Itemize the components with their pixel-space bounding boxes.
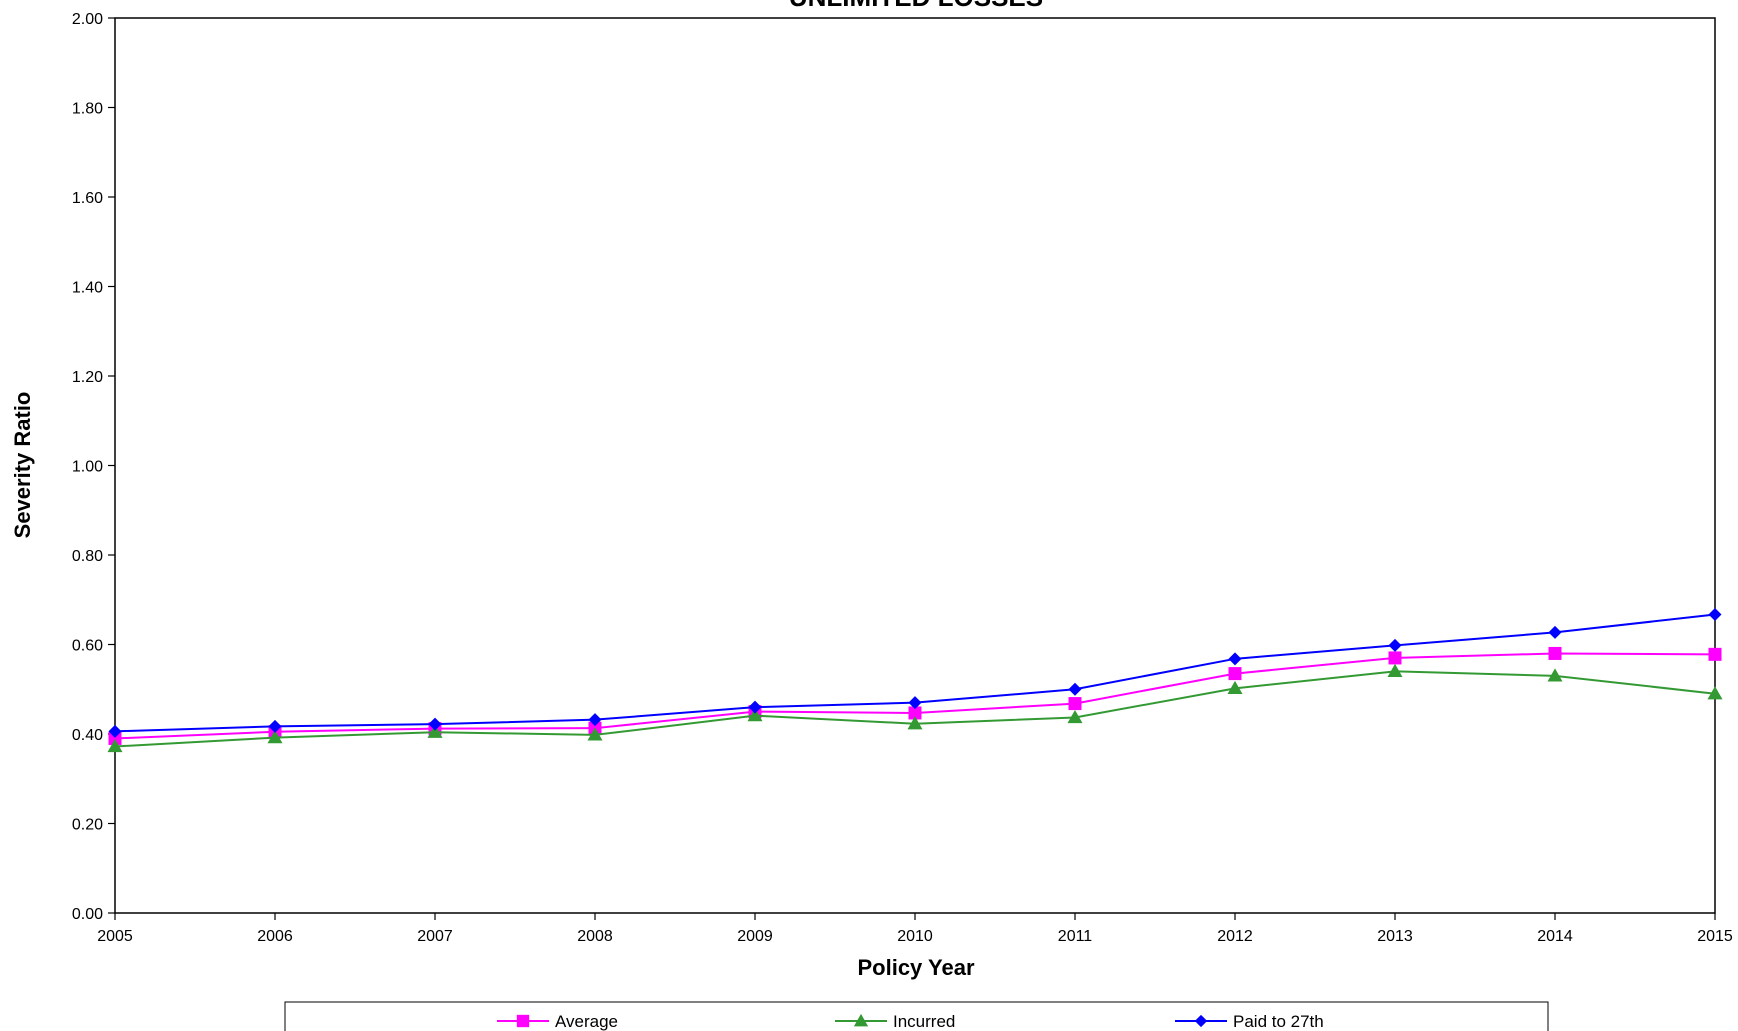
data-point-paid-to-27th bbox=[1548, 625, 1562, 639]
data-point-incurred bbox=[267, 730, 283, 744]
y-axis-title: Severity Ratio bbox=[10, 392, 35, 539]
data-point-incurred bbox=[107, 739, 123, 753]
data-point-incurred bbox=[1067, 709, 1083, 724]
y-tick-label: 2.00 bbox=[72, 11, 103, 28]
data-point-average bbox=[1708, 647, 1722, 661]
y-axis-ticks: 0.00 0.20 0.40 0.60 0.80 1.00 1.20 1.40 1.60 1.80… bbox=[72, 11, 115, 923]
data-point-paid-to-27th bbox=[428, 717, 442, 731]
data-point-paid-to-27th bbox=[748, 700, 762, 714]
x-tick-label: 2015 bbox=[1697, 928, 1733, 945]
legend-item-average: Average bbox=[497, 1012, 618, 1031]
x-tick-label: 2009 bbox=[737, 928, 773, 945]
data-point-incurred bbox=[747, 708, 763, 722]
data-point-average bbox=[1068, 697, 1082, 711]
legend: Average Incurred Paid to 27th bbox=[284, 1001, 1549, 1031]
y-tick-label: 1.20 bbox=[72, 369, 103, 386]
data-point-average bbox=[908, 706, 922, 720]
x-axis-ticks: 2005 2006 2007 2008 2009 2010 2011 2012 2013 2014… bbox=[97, 913, 1733, 945]
y-tick-label: 0.60 bbox=[72, 638, 103, 655]
series-layer bbox=[107, 608, 1723, 753]
y-tick-label: 0.00 bbox=[72, 906, 103, 923]
data-point-paid-to-27th bbox=[268, 719, 282, 733]
data-point-incurred bbox=[907, 716, 923, 730]
legend-label: Average bbox=[555, 1012, 618, 1031]
y-tick-label: 0.40 bbox=[72, 727, 103, 744]
x-tick-label: 2011 bbox=[1058, 928, 1093, 945]
data-point-paid-to-27th bbox=[1228, 652, 1242, 666]
y-tick-label: 1.60 bbox=[72, 190, 103, 207]
data-point-paid-to-27th bbox=[1068, 682, 1082, 696]
x-tick-label: 2008 bbox=[577, 928, 613, 945]
legend-swatch-marker bbox=[516, 1014, 530, 1028]
data-point-paid-to-27th bbox=[588, 713, 602, 727]
legend-label: Paid to 27th bbox=[1233, 1012, 1324, 1031]
data-point-average bbox=[1548, 646, 1562, 660]
data-point-average bbox=[1228, 667, 1242, 681]
data-point-incurred bbox=[1547, 668, 1563, 682]
legend-box bbox=[284, 1001, 1549, 1031]
y-tick-label: 0.20 bbox=[72, 817, 103, 834]
data-point-incurred bbox=[587, 727, 603, 741]
series-paid-to-27th bbox=[108, 608, 1722, 738]
data-point-incurred bbox=[1227, 680, 1243, 694]
x-axis-title: Policy Year bbox=[857, 955, 974, 980]
x-tick-label: 2005 bbox=[97, 928, 133, 945]
x-tick-label: 2010 bbox=[897, 928, 933, 945]
legend-item-incurred: Incurred bbox=[835, 1012, 955, 1031]
data-point-paid-to-27th bbox=[108, 724, 122, 738]
legend-item-paid-to-27th: Paid to 27th bbox=[1175, 1012, 1324, 1031]
data-point-average bbox=[108, 731, 122, 745]
data-point-incurred bbox=[427, 724, 443, 738]
x-tick-label: 2012 bbox=[1217, 928, 1253, 945]
chart-title: UNLIMITED LOSSES bbox=[789, 0, 1043, 12]
plot-area bbox=[114, 17, 1716, 914]
y-tick-label: 1.00 bbox=[72, 459, 103, 476]
data-point-paid-to-27th bbox=[908, 696, 922, 710]
x-tick-label: 2014 bbox=[1537, 928, 1573, 945]
x-tick-label: 2007 bbox=[417, 928, 453, 945]
data-point-incurred bbox=[1387, 663, 1403, 677]
data-point-paid-to-27th bbox=[1708, 608, 1722, 622]
y-tick-label: 1.40 bbox=[72, 280, 103, 297]
y-tick-label: 0.80 bbox=[72, 548, 103, 565]
data-point-incurred bbox=[1707, 686, 1723, 700]
legend-swatch-marker bbox=[853, 1013, 869, 1027]
data-point-paid-to-27th bbox=[1388, 638, 1402, 652]
legend-label: Incurred bbox=[893, 1012, 955, 1031]
legend-swatch-marker bbox=[1194, 1014, 1208, 1028]
series-incurred bbox=[107, 663, 1723, 753]
x-tick-label: 2013 bbox=[1377, 928, 1413, 945]
data-point-average bbox=[1388, 651, 1402, 665]
x-tick-label: 2006 bbox=[257, 928, 293, 945]
y-tick-label: 1.80 bbox=[72, 101, 103, 118]
